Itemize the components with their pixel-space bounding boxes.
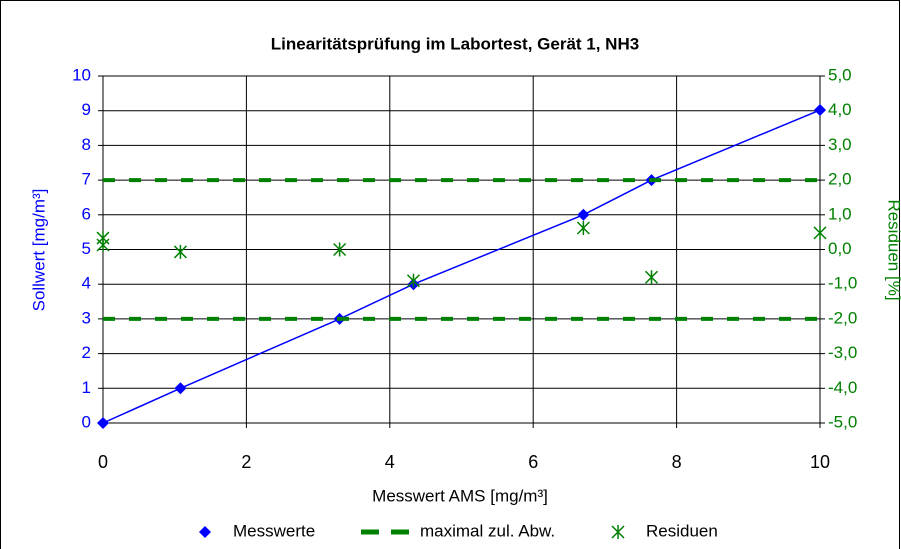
- x-tick-label: 4: [385, 452, 395, 472]
- y-tick-label: 7: [82, 170, 91, 189]
- x-tick-label: 0: [98, 452, 108, 472]
- y-tick-label: 3: [82, 308, 91, 327]
- y-tick-label: 6: [82, 204, 91, 223]
- y2-tick-label: -1,0: [828, 274, 857, 293]
- x-tick-label: 2: [241, 452, 251, 472]
- legend-label: Messwerte: [233, 521, 315, 540]
- y-tick-label: 0: [82, 412, 91, 431]
- y2-tick-label: 3,0: [828, 135, 852, 154]
- point: [333, 242, 347, 257]
- y2-tick-label: -3,0: [828, 343, 857, 362]
- point: [96, 237, 110, 252]
- chart-title: Linearitätsprüfung im Labortest, Gerät 1…: [271, 34, 639, 53]
- y2-tick-label: -5,0: [828, 412, 857, 431]
- point: [173, 244, 187, 259]
- point: [577, 208, 590, 221]
- y-tick-label: 4: [82, 274, 91, 293]
- y-tick-label: 9: [82, 100, 91, 119]
- legend-label: maximal zul. Abw.: [420, 521, 555, 540]
- legend-swatch: [611, 525, 625, 539]
- y2-tick-label: 0,0: [828, 239, 852, 258]
- x-axis-label: Messwert AMS [mg/m³]: [372, 486, 548, 505]
- point: [814, 104, 826, 117]
- y2-tick-label: -4,0: [828, 378, 857, 397]
- y2-tick-label: 2,0: [828, 170, 852, 189]
- point: [406, 273, 420, 288]
- point: [813, 225, 827, 240]
- legend-swatch: [199, 526, 211, 538]
- y-tick-label: 5: [82, 239, 91, 258]
- x-tick-label: 8: [672, 452, 682, 472]
- y-tick-label: 10: [72, 65, 91, 84]
- y-tick-label: 2: [82, 343, 91, 362]
- point: [97, 417, 109, 429]
- y2-axis-label: Residuen [%]: [885, 199, 901, 300]
- y-axis-label: Sollwert [mg/m³]: [29, 189, 48, 312]
- x-tick-label: 10: [810, 452, 830, 472]
- y2-tick-label: -2,0: [828, 308, 857, 327]
- y2-tick-label: 4,0: [828, 100, 852, 119]
- y2-tick-label: 5,0: [828, 65, 852, 84]
- y-tick-label: 8: [82, 135, 91, 154]
- y2-tick-label: 1,0: [828, 204, 852, 223]
- point: [576, 220, 590, 235]
- y-tick-label: 1: [82, 378, 91, 397]
- point: [174, 382, 187, 395]
- point: [644, 270, 659, 285]
- x-tick-label: 6: [528, 452, 538, 472]
- legend-label: Residuen: [646, 521, 718, 540]
